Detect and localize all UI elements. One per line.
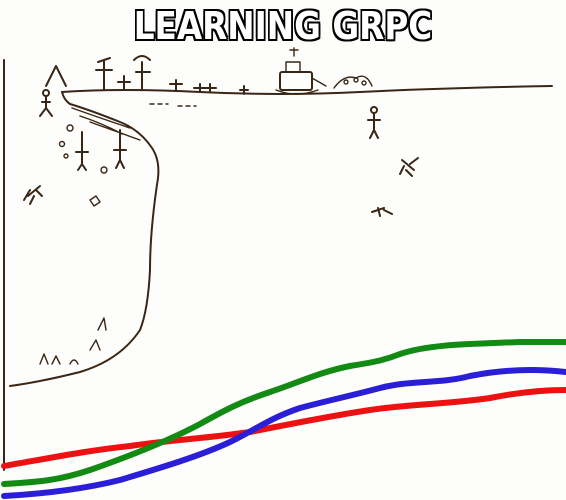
cliff-texture-lines — [71, 107, 141, 141]
cross-2 — [169, 79, 183, 91]
learning-curve-blue — [1, 366, 566, 499]
hanging-figure-2 — [75, 131, 89, 171]
rubble-stone — [353, 77, 359, 83]
cross-3 — [193, 83, 217, 93]
tent-sketch — [45, 65, 67, 87]
pebble — [58, 140, 66, 148]
hanging-figure-1-head — [42, 89, 50, 97]
bulldozer-cab — [285, 61, 301, 73]
falling-rock — [89, 195, 101, 207]
flag-figure-1 — [95, 57, 113, 91]
falling-figure-right-1 — [367, 113, 381, 139]
cross-1 — [117, 75, 131, 91]
bulldozer-driver — [289, 47, 299, 57]
hanging-figure-3 — [113, 129, 127, 169]
pebble — [66, 124, 74, 132]
learning-curve-green — [1, 339, 566, 487]
grass-and-climbers — [39, 339, 101, 365]
dashed-edge — [149, 103, 197, 107]
falling-figure-right-1-head — [370, 106, 378, 114]
bulldozer-body — [279, 71, 313, 91]
falling-figure-right-2 — [399, 157, 419, 177]
falling-figure-left — [23, 185, 43, 205]
cliff-outline — [9, 91, 160, 387]
rubble-stone — [361, 80, 367, 86]
rubble-stone — [343, 79, 349, 85]
meme-title: LEARNING GRPC — [133, 4, 433, 48]
flag-figure-2 — [133, 55, 151, 91]
falling-figure-right-3 — [371, 207, 393, 217]
cross-4 — [239, 85, 249, 95]
pebble — [63, 153, 69, 159]
bulldozer-tracks — [275, 77, 327, 95]
climber-figure — [97, 317, 107, 331]
pebble — [100, 166, 108, 174]
learning-curve-red — [1, 387, 566, 469]
hanging-figure-1 — [39, 95, 53, 117]
